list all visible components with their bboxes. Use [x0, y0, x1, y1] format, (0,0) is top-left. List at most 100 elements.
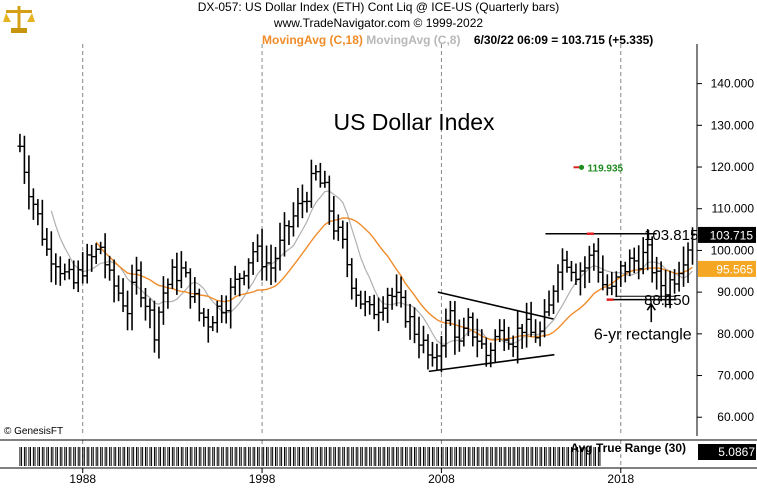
moving-averages	[50, 190, 693, 345]
header-line2: www.TradeNavigator.com © 1999-2022	[273, 16, 484, 30]
ohlc-bar	[223, 295, 229, 324]
y-tick-label: 70.000	[717, 369, 754, 383]
ohlc-bar	[434, 343, 440, 371]
ohlc-bar	[147, 298, 153, 329]
ohlc-bar	[165, 278, 171, 309]
ohlc-bar	[228, 278, 234, 329]
y-tick-label: 80.000	[717, 327, 754, 341]
ohlc-bar	[389, 287, 395, 310]
level-label-top: 103.815	[644, 227, 698, 244]
ohlc-bar	[26, 155, 32, 210]
ohlc-bar	[420, 325, 426, 354]
ohlc-bar	[102, 233, 108, 279]
ma18-value-box-label: 95.565	[716, 262, 753, 276]
ohlc-bar	[412, 307, 418, 344]
ohlc-bar	[349, 258, 355, 300]
ohlc-bar	[196, 288, 202, 322]
ohlc-bar	[353, 278, 359, 307]
ohlc-bars	[17, 133, 696, 373]
ohlc-bar	[461, 317, 467, 347]
ohlc-bar	[201, 307, 207, 327]
trend-lines: 103.815 88.150 6-yr rectangle 119.935	[428, 163, 698, 373]
chart-title: US Dollar Index	[333, 109, 495, 135]
ohlc-bar	[134, 256, 140, 295]
ohlc-bar	[138, 261, 144, 308]
ma8-label: MovingAvg (C,8)	[366, 33, 461, 47]
y-tick-label: 110.000	[712, 202, 755, 216]
header-line1: DX-057: US Dollar Index (ETH) Cont Liq @…	[197, 0, 560, 14]
x-tick-label: 2008	[428, 472, 455, 486]
ohlc-bar	[71, 260, 77, 290]
x-tick-label: 1988	[69, 472, 96, 486]
x-tick-label: 2018	[607, 472, 634, 486]
ohlc-bar	[39, 199, 45, 246]
ohlc-bar	[75, 260, 81, 293]
ohlc-bar	[559, 248, 565, 291]
ohlc-bar	[443, 308, 449, 358]
ohlc-bar	[246, 258, 252, 289]
ohlc-bar	[178, 251, 184, 289]
ohlc-bar	[542, 299, 548, 338]
ohlc-bar	[425, 334, 431, 370]
ohlc-bar	[125, 290, 131, 331]
y-axis: 140.000 130.000 120.000 110.000 100.000 90.00…	[0, 44, 757, 469]
ohlc-bar	[690, 227, 696, 265]
ohlc-bar	[156, 306, 162, 359]
ohlc-bar	[416, 316, 422, 359]
ohlc-bar	[205, 308, 211, 343]
ohlc-bar	[524, 302, 530, 348]
ohlc-bar	[447, 300, 453, 326]
ohlc-bar	[586, 245, 592, 283]
ohlc-bar	[299, 184, 305, 219]
ohlc-bar	[622, 261, 628, 283]
y-tick-label: 140.000	[711, 77, 755, 91]
ohlc-bar	[631, 247, 637, 274]
ohlc-bar	[474, 318, 480, 358]
ohlc-bar	[452, 300, 458, 355]
ohlc-bar	[627, 249, 633, 277]
ohlc-bar	[35, 199, 41, 226]
ohlc-bar	[214, 300, 220, 333]
ohlc-bar	[255, 234, 261, 263]
ohlc-bar	[568, 261, 574, 282]
ohlc-bar	[232, 265, 238, 296]
ohlc-bar	[17, 133, 23, 153]
ohlc-bar	[465, 308, 471, 337]
ohlc-bar	[407, 303, 413, 340]
pattern-label: 6-yr rectangle	[594, 326, 692, 343]
quote: 6/30/22 06:09 = 103.715 (+5.335)	[473, 33, 654, 47]
ohlc-bar	[344, 222, 350, 278]
header-indicators: MovingAvg (C,18) MovingAvg (C,8) 6/30/22…	[262, 33, 653, 47]
ohlc-bar	[62, 263, 68, 281]
triangle-lower-line	[428, 353, 555, 373]
atr-subpanel: 5.0867	[19, 444, 756, 466]
ohlc-bar	[313, 165, 319, 181]
ohlc-bar	[609, 272, 615, 296]
ohlc-bar	[286, 220, 292, 246]
y-tick-label: 100.000	[711, 243, 755, 257]
ma18-value-box	[698, 260, 756, 277]
ohlc-bar	[483, 337, 489, 367]
ohlc-bar	[326, 175, 332, 225]
y-tick-label: 90.000	[717, 285, 754, 299]
ohlc-bar	[183, 261, 189, 278]
ohlc-bar	[192, 277, 198, 303]
ohlc-bar	[546, 290, 552, 317]
high-marker-dot	[578, 164, 585, 170]
ohlc-bar	[53, 253, 59, 285]
ohlc-bar	[57, 256, 63, 286]
ma8-line	[50, 190, 693, 345]
ohlc-bar	[84, 243, 90, 284]
ohlc-bar	[380, 296, 386, 321]
ohlc-bar	[358, 290, 364, 310]
ohlc-bar	[120, 278, 126, 313]
atr-label: Avg True Range (30)	[570, 441, 686, 455]
ohlc-bar	[331, 196, 337, 240]
ohlc-bar	[317, 162, 323, 188]
ohlc-bar	[501, 319, 507, 351]
ohlc-bar	[169, 259, 175, 289]
high-marker-label: 119.935	[588, 163, 624, 174]
ohlc-bar	[174, 252, 180, 295]
ohlc-bar	[295, 187, 301, 228]
ohlc-bar	[438, 335, 444, 373]
